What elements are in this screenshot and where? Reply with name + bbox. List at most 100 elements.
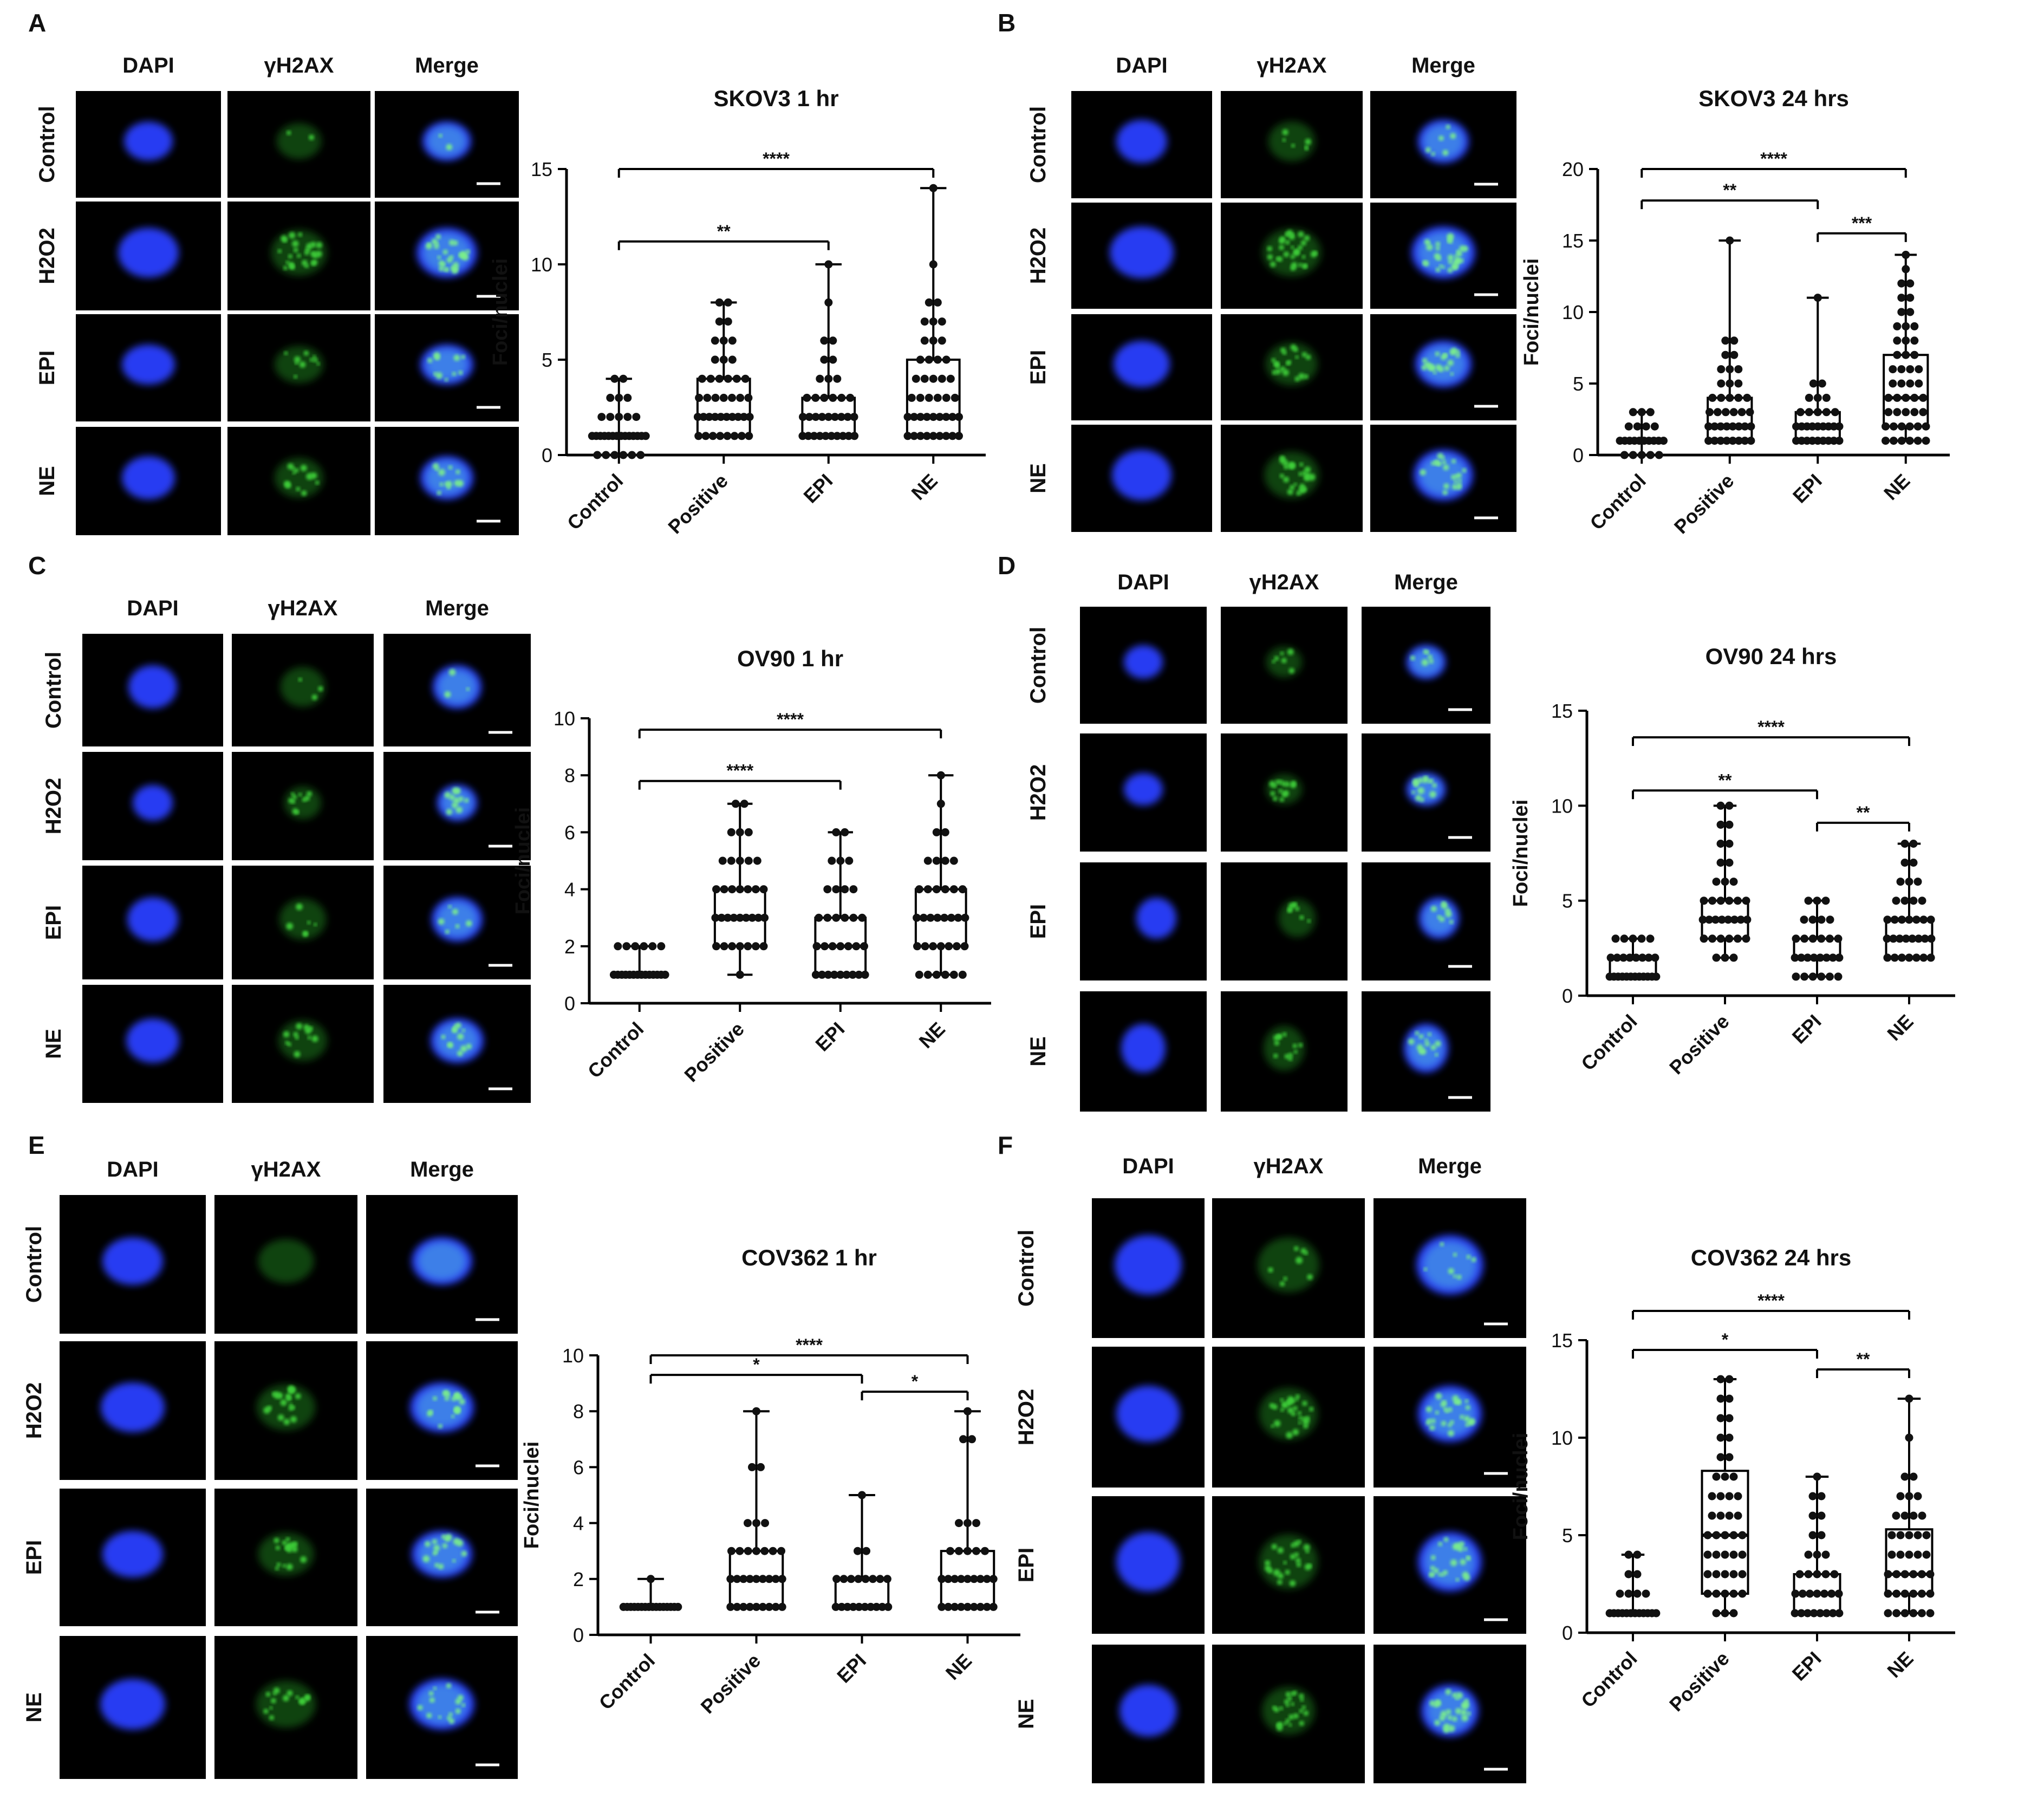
data-point — [726, 1602, 735, 1611]
gh2ax-focus — [295, 1696, 300, 1699]
gh2ax-focus — [1309, 1407, 1314, 1412]
nucleus-dapi-stain — [1116, 1532, 1180, 1592]
panel-letter: E — [28, 1131, 45, 1159]
data-point — [1817, 972, 1826, 981]
gh2ax-focus — [282, 1540, 287, 1545]
gh2ax-focus — [1292, 1428, 1299, 1436]
data-point — [735, 1547, 744, 1555]
gh2ax-focus — [438, 918, 445, 925]
data-point — [738, 432, 746, 440]
data-point — [1892, 897, 1900, 905]
gh2ax-focus — [1290, 254, 1295, 259]
data-point — [818, 970, 826, 979]
gh2ax-focus — [458, 371, 463, 375]
gh2ax-focus — [1291, 1692, 1295, 1696]
data-point — [1721, 953, 1729, 962]
data-point — [1825, 972, 1834, 981]
gh2ax-focus — [457, 1033, 464, 1040]
micrograph-gh2ax — [214, 1341, 357, 1480]
gh2ax-focus — [1443, 464, 1449, 471]
gh2ax-focus — [291, 1405, 295, 1410]
gh2ax-focus — [299, 361, 306, 368]
data-point — [744, 885, 752, 894]
gh2ax-focus — [1294, 1552, 1299, 1557]
gh2ax-focus — [1272, 660, 1275, 664]
gh2ax-focus — [1277, 1547, 1284, 1554]
gh2ax-focus — [441, 1534, 446, 1540]
gh2ax-focus — [1436, 256, 1442, 261]
gh2ax-focus — [1442, 1570, 1448, 1575]
gh2ax-focus — [297, 254, 301, 258]
data-point — [758, 1602, 767, 1611]
data-point — [837, 413, 845, 421]
data-point — [1725, 1511, 1734, 1520]
gh2ax-focus — [294, 356, 301, 363]
data-point — [1809, 1609, 1818, 1618]
condition-label: EPI — [1014, 1548, 1038, 1582]
data-point — [929, 942, 938, 951]
gh2ax-focus — [303, 932, 308, 936]
gh2ax-focus — [451, 1414, 455, 1418]
gh2ax-focus — [1430, 1566, 1435, 1571]
data-point — [1738, 1570, 1747, 1579]
condition-label: Control — [1026, 627, 1050, 704]
data-point — [976, 1575, 985, 1583]
data-point — [711, 336, 719, 345]
micrograph-merge — [1373, 1496, 1526, 1634]
data-point — [938, 374, 946, 383]
data-point — [989, 1602, 998, 1611]
gh2ax-focus — [303, 1024, 309, 1030]
data-point — [1892, 1609, 1901, 1618]
y-tick-label: 5 — [1562, 890, 1573, 912]
data-point — [711, 913, 720, 922]
gh2ax-focus — [302, 797, 307, 802]
gh2ax-focus — [271, 1698, 276, 1704]
data-point — [1889, 934, 1898, 943]
data-point — [1902, 393, 1910, 402]
data-point — [1828, 1609, 1837, 1618]
data-point — [1620, 451, 1629, 459]
data-point — [1742, 934, 1750, 943]
data-point — [1646, 408, 1655, 417]
condition-label: H2O2 — [22, 1382, 46, 1439]
gh2ax-focus — [432, 238, 438, 245]
gh2ax-focus — [1297, 245, 1303, 250]
gh2ax-focus — [452, 802, 458, 809]
data-point — [876, 1575, 884, 1583]
significance-label: * — [753, 1355, 760, 1374]
gh2ax-focus — [1417, 777, 1424, 783]
gh2ax-focus — [291, 1546, 298, 1553]
data-point — [811, 970, 820, 979]
data-point — [641, 432, 650, 440]
gh2ax-focus — [1283, 1561, 1287, 1564]
data-point — [1728, 422, 1737, 431]
y-tick-label: 0 — [1562, 985, 1573, 1007]
data-point — [765, 1575, 773, 1583]
gh2ax-focus — [292, 795, 297, 800]
data-point — [733, 1575, 741, 1583]
data-point — [1884, 408, 1893, 417]
gh2ax-focus — [295, 1393, 301, 1399]
data-point — [728, 393, 736, 402]
x-tick-label: NE — [941, 1649, 976, 1684]
gh2ax-focus — [1300, 1248, 1306, 1254]
data-point — [751, 885, 760, 894]
gh2ax-focus — [1445, 908, 1450, 913]
data-point — [1804, 1570, 1813, 1579]
data-point — [951, 393, 959, 402]
data-point — [698, 374, 706, 383]
data-point — [922, 413, 931, 421]
data-point — [1809, 379, 1818, 388]
x-tick-label: Control — [583, 1018, 648, 1082]
micrograph-dapi — [76, 427, 221, 535]
gh2ax-focus — [1425, 650, 1429, 654]
condition-label: H2O2 — [42, 778, 66, 835]
data-point — [759, 942, 768, 951]
data-point — [1716, 934, 1725, 943]
condition-label: H2O2 — [35, 228, 59, 284]
gh2ax-focus — [1455, 1697, 1459, 1700]
micrograph-merge — [1370, 425, 1516, 532]
data-point — [936, 800, 945, 808]
data-point — [839, 1575, 848, 1583]
data-point — [1919, 408, 1928, 417]
